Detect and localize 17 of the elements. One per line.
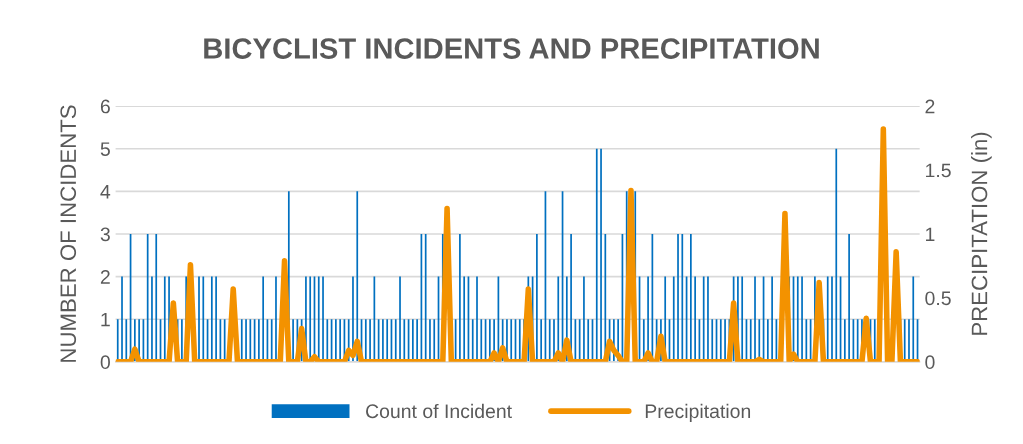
y-tick-label: 3 — [100, 227, 110, 242]
y-axis-title: NUMBER OF INCIDENTS — [60, 105, 77, 362]
y-tick-label: 0 — [100, 355, 110, 370]
y2-tick-label: 1 — [926, 227, 935, 242]
chart-title: BICYCLIST INCIDENTS AND PRECIPITATION — [204, 38, 819, 59]
legend-label: Count of Incident — [366, 403, 512, 419]
y2-tick-label: 0.5 — [925, 291, 951, 306]
y2-tick-label: 0 — [925, 355, 935, 370]
y-tick-label: 1 — [101, 312, 110, 327]
y2-axis-title: PRECIPITATION (in) — [971, 132, 992, 335]
y-tick-label: 4 — [100, 185, 111, 199]
y-tick-label: 5 — [100, 142, 110, 156]
y-tick-label: 2 — [100, 270, 110, 284]
y-tick-label: 6 — [100, 99, 110, 114]
legend-label: Precipitation — [645, 403, 751, 422]
y2-tick-label: 2 — [925, 99, 935, 114]
y2-tick-label: 1.5 — [926, 163, 951, 178]
